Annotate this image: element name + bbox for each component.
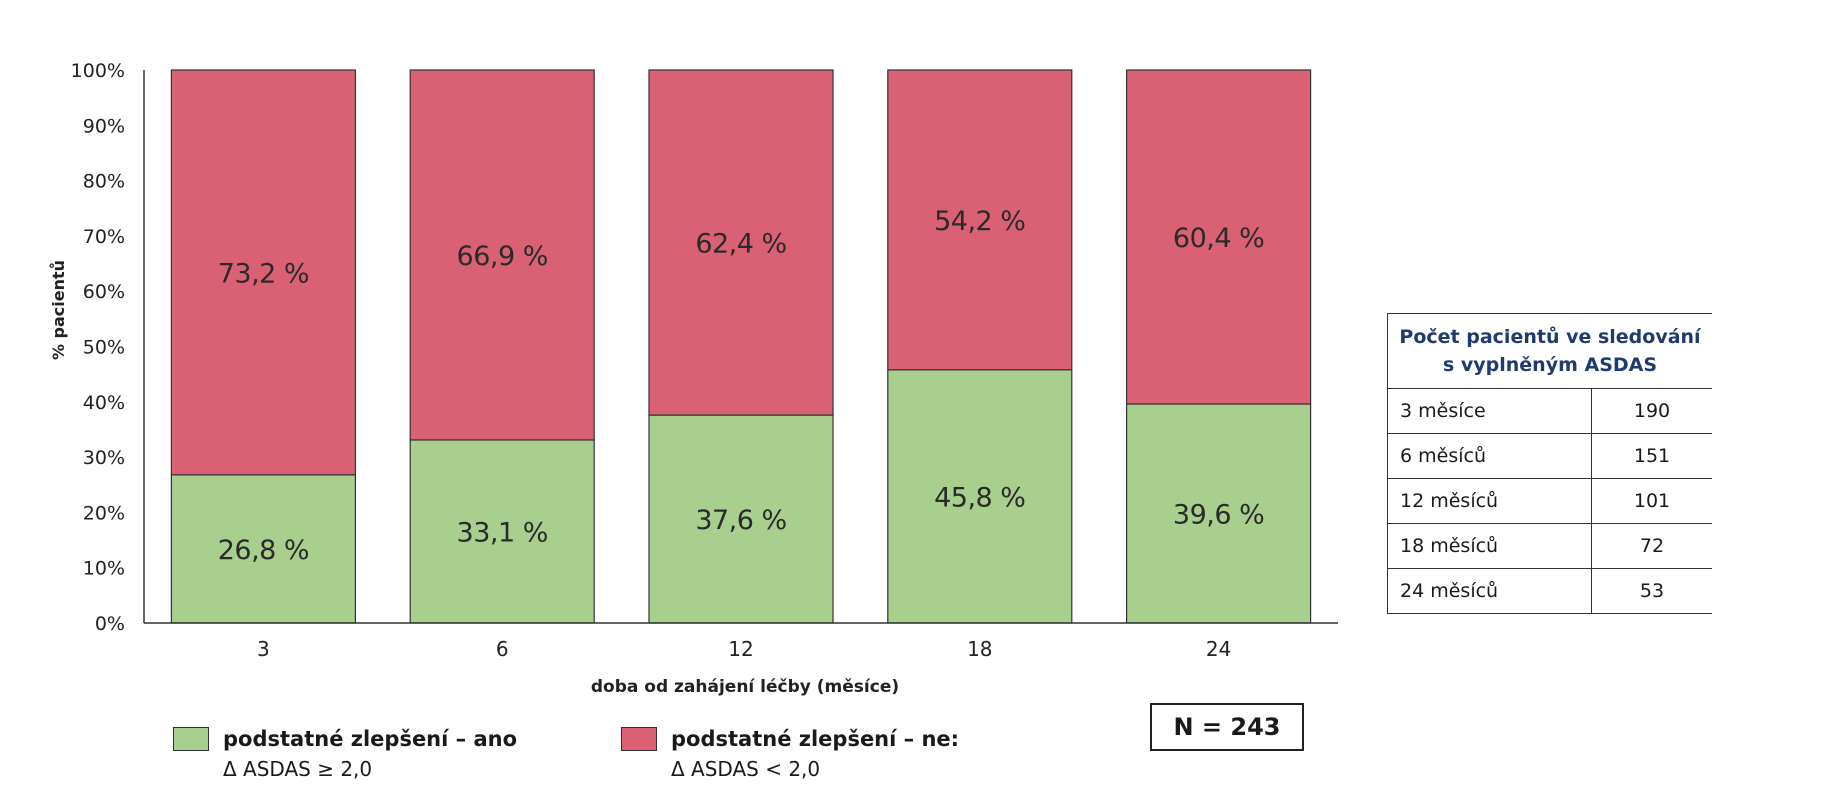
data-label: 73,2 % bbox=[218, 258, 309, 289]
table-row-value: 190 bbox=[1591, 388, 1712, 434]
bar-segment-no bbox=[887, 69, 1073, 371]
bar-segment-no bbox=[1125, 69, 1312, 405]
legend-subtitle-yes: Δ ASDAS ≥ 2,0 bbox=[223, 757, 373, 781]
legend-title-no: podstatné zlepšení – ne: bbox=[671, 727, 960, 751]
y-tick-label: 20% bbox=[83, 502, 125, 524]
table-header-line-2: s vyplněným ASDAS bbox=[1442, 354, 1658, 376]
table-row: 18 měsíců 72 bbox=[1387, 523, 1712, 569]
y-tick-label: 80% bbox=[83, 171, 125, 193]
x-tick-label: 24 bbox=[1206, 637, 1231, 661]
legend-swatch-no bbox=[621, 727, 657, 751]
x-tick-label: 18 bbox=[967, 637, 992, 661]
data-label: 39,6 % bbox=[1173, 500, 1264, 531]
table-row-label: 18 měsíců bbox=[1387, 523, 1592, 569]
y-axis: 0% 10% 20% 30% 40% 50% 60% 70% 80% 90% 100% bbox=[71, 60, 145, 635]
bar-segment-no bbox=[648, 69, 834, 416]
table-row-label: 3 měsíce bbox=[1387, 388, 1592, 434]
x-tick-label: 3 bbox=[257, 637, 270, 661]
table-row: 12 měsíců 101 bbox=[1387, 478, 1712, 524]
data-label: 26,8 % bbox=[218, 535, 309, 566]
bar-segment-yes bbox=[648, 414, 834, 624]
table-row-label: 12 měsíců bbox=[1387, 478, 1592, 524]
legend-title-yes: podstatné zlepšení – ano bbox=[223, 727, 517, 751]
y-tick-label: 90% bbox=[83, 115, 125, 137]
stacked-bar-chart: 0% 10% 20% 30% 40% 50% 60% 70% 80% 90% 100% 26,8 %… bbox=[49, 60, 1338, 697]
y-tick-label: 30% bbox=[83, 447, 125, 469]
data-label: 45,8 % bbox=[934, 482, 1025, 513]
patient-count-table: Počet pacientů ve sledování s vyplněným … bbox=[1387, 313, 1712, 614]
y-tick-label: 10% bbox=[83, 558, 125, 580]
bar-segment-yes bbox=[887, 369, 1073, 624]
x-tick-label: 12 bbox=[728, 637, 753, 661]
x-axis-label: doba od zahájení léčby (měsíce) bbox=[591, 677, 899, 697]
y-tick-label: 70% bbox=[83, 226, 125, 248]
table-row-value: 53 bbox=[1591, 568, 1712, 614]
y-tick-label: 40% bbox=[83, 392, 125, 414]
y-axis-label: % pacientů bbox=[49, 260, 68, 360]
data-label: 37,6 % bbox=[695, 505, 786, 536]
table-header: Počet pacientů ve sledování s vyplněným … bbox=[1387, 313, 1712, 389]
table-header-line-1: Počet pacientů ve sledování bbox=[1399, 326, 1701, 348]
x-axis: 3 6 12 18 24 bbox=[144, 622, 1338, 661]
data-label: 33,1 % bbox=[457, 517, 548, 548]
y-tick-label: 0% bbox=[95, 613, 125, 635]
table-row-value: 151 bbox=[1591, 433, 1712, 479]
y-tick-label: 100% bbox=[71, 60, 125, 82]
data-label: 54,2 % bbox=[934, 206, 1025, 237]
table-row: 3 měsíce 190 bbox=[1387, 388, 1712, 434]
legend-item-no: podstatné zlepšení – ne: Δ ASDAS < 2,0 bbox=[621, 724, 959, 784]
x-tick-label: 6 bbox=[496, 637, 509, 661]
table-row-value: 72 bbox=[1591, 523, 1712, 569]
table-row: 6 měsíců 151 bbox=[1387, 433, 1712, 479]
data-label: 60,4 % bbox=[1173, 223, 1264, 254]
table-row-label: 6 měsíců bbox=[1387, 433, 1592, 479]
y-tick-label: 60% bbox=[83, 281, 125, 303]
legend-item-yes: podstatné zlepšení – ano Δ ASDAS ≥ 2,0 bbox=[173, 724, 517, 784]
bars: 26,8 % 73,2 % 33,1 % 66,9 % 37,6 % 62,4 % 45,8… bbox=[170, 69, 1312, 624]
bar-segment-no bbox=[170, 69, 356, 476]
bar-segment-yes bbox=[170, 474, 356, 624]
sample-size-box: N = 243 bbox=[1150, 703, 1304, 751]
data-label: 62,4 % bbox=[695, 229, 786, 260]
data-label: 66,9 % bbox=[457, 241, 548, 272]
y-tick-label: 50% bbox=[83, 337, 125, 359]
table-row: 24 měsíců 53 bbox=[1387, 568, 1712, 614]
legend-subtitle-no: Δ ASDAS < 2,0 bbox=[671, 757, 821, 781]
table-row-label: 24 měsíců bbox=[1387, 568, 1592, 614]
bar-segment-no bbox=[409, 69, 595, 441]
bar-segment-yes bbox=[1125, 403, 1312, 624]
legend-swatch-yes bbox=[173, 727, 209, 751]
table-row-value: 101 bbox=[1591, 478, 1712, 524]
